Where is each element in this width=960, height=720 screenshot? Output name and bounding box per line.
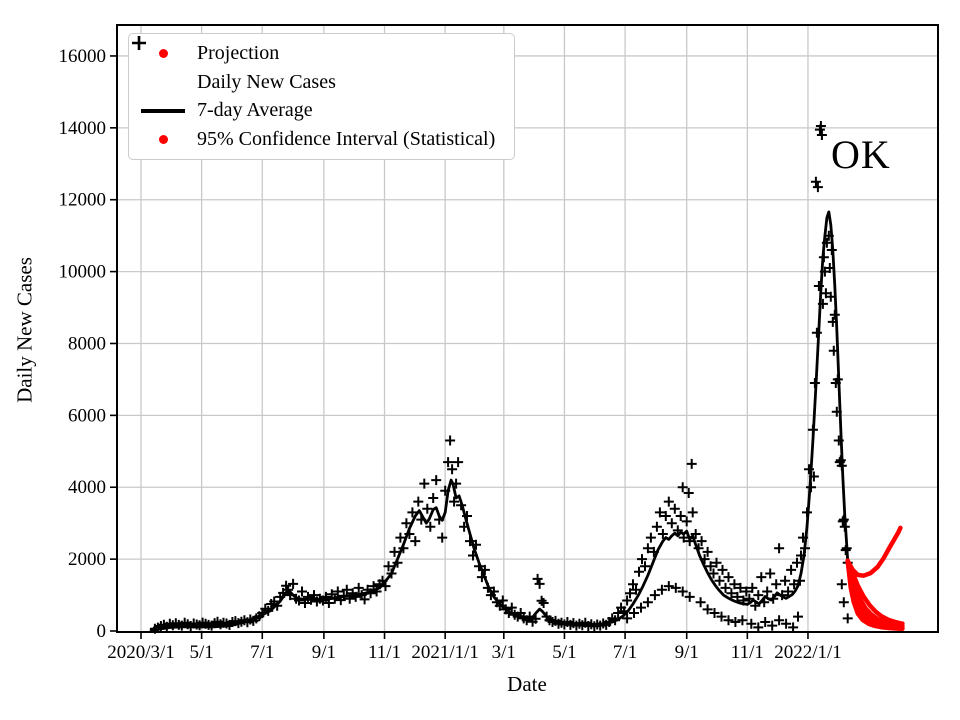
legend-item-7day-average: 7-day Average <box>129 97 514 125</box>
y-tick-label: 10000 <box>59 262 107 283</box>
projection-line <box>845 558 905 626</box>
y-tick-label: 6000 <box>68 405 106 426</box>
legend-item-projection: Projection <box>129 39 514 67</box>
y-tick-label: 4000 <box>68 477 106 498</box>
x-tick-label: 2022/1/1 <box>774 642 842 663</box>
legend-label: Projection <box>197 41 280 64</box>
x-tick-label: 7/1 <box>613 642 637 663</box>
x-tick-label: 9/1 <box>312 642 336 663</box>
legend-label: Daily New Cases <box>197 70 336 93</box>
legend-item-confidence-interval: 95% Confidence Interval (Statistical) <box>129 126 514 154</box>
legend: Projection Daily New Cases 7-day Average… <box>128 33 515 160</box>
legend-item-daily-new-cases: Daily New Cases <box>129 36 514 96</box>
projection-line <box>845 558 905 631</box>
x-tick-label: 5/1 <box>189 642 213 663</box>
state-annotation: OK <box>831 132 891 177</box>
red-dot-icon <box>129 135 197 145</box>
y-tick-label: 16000 <box>59 46 107 67</box>
legend-label: 95% Confidence Interval (Statistical) <box>197 128 496 151</box>
x-tick-label: 11/1 <box>731 642 764 663</box>
y-axis-title: Daily New Cases <box>12 257 37 403</box>
x-tick-label: 7/1 <box>250 642 274 663</box>
line-marker-icon <box>129 108 197 113</box>
y-tick-label: 12000 <box>59 190 107 211</box>
y-tick-label: 8000 <box>68 333 106 354</box>
x-tick-label: 2020/3/1 <box>107 642 175 663</box>
x-tick-label: 3/1 <box>492 642 516 663</box>
legend-label: 7-day Average <box>197 99 313 122</box>
projection-line <box>845 525 903 578</box>
x-tick-label: 9/1 <box>675 642 699 663</box>
x-tick-label: 5/1 <box>552 642 576 663</box>
y-tick-label: 0 <box>97 621 107 642</box>
y-tick-label: 2000 <box>68 549 106 570</box>
x-tick-label: 2021/1/1 <box>411 642 479 663</box>
seven-day-average-line <box>149 210 850 633</box>
y-tick-label: 14000 <box>59 118 107 139</box>
x-axis-title: Date <box>507 672 547 696</box>
axes-frame <box>116 24 939 633</box>
red-dot-icon <box>129 48 197 58</box>
x-tick-label: 11/1 <box>368 642 401 663</box>
